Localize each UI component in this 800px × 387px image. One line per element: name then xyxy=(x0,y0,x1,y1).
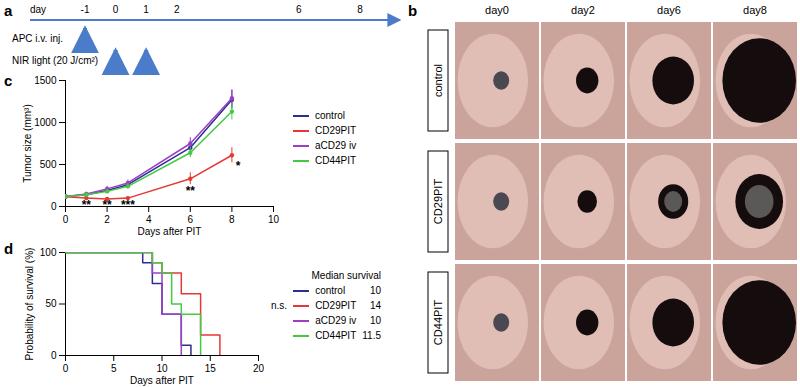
svg-text:control: control xyxy=(432,64,444,97)
html-text:CD44PIT: CD44PIT xyxy=(315,330,357,341)
svg-text:Probability of survival (%): Probability of survival (%) xyxy=(24,248,35,361)
svg-text:day0: day0 xyxy=(485,4,509,16)
svg-text:2: 2 xyxy=(174,4,180,15)
svg-text:*: * xyxy=(236,159,241,173)
svg-text:-1: -1 xyxy=(81,4,90,15)
html-text:control: control xyxy=(315,285,346,296)
svg-text:500: 500 xyxy=(40,159,57,170)
svg-text:6: 6 xyxy=(188,214,194,225)
svg-text:100: 100 xyxy=(40,247,57,258)
html-text:10: 10 xyxy=(369,285,381,296)
svg-text:0: 0 xyxy=(113,4,119,15)
svg-text:day: day xyxy=(30,4,46,15)
svg-text:***: *** xyxy=(121,198,135,212)
svg-text:**: ** xyxy=(102,198,112,212)
svg-text:day8: day8 xyxy=(743,4,767,16)
svg-text:Tumor size (mm³): Tumor size (mm³) xyxy=(22,104,33,183)
html-text:c: c xyxy=(4,72,13,89)
svg-text:day6: day6 xyxy=(657,4,681,16)
svg-text:0: 0 xyxy=(51,350,57,361)
svg-text:0: 0 xyxy=(63,363,69,374)
html-text:aCD29 iv: aCD29 iv xyxy=(315,140,357,151)
svg-text:0: 0 xyxy=(63,214,69,225)
svg-text:5: 5 xyxy=(111,363,117,374)
html-text:aCD29 iv: aCD29 iv xyxy=(315,315,357,326)
svg-text:CD44PIT: CD44PIT xyxy=(432,300,444,346)
html-text:11.5: 11.5 xyxy=(362,330,381,341)
svg-text:20: 20 xyxy=(253,363,265,374)
svg-text:1000: 1000 xyxy=(34,117,57,128)
svg-text:NIR light (20 J/cm²): NIR light (20 J/cm²) xyxy=(12,55,98,66)
svg-text:Days after PIT: Days after PIT xyxy=(130,375,194,386)
svg-text:4: 4 xyxy=(146,214,152,225)
svg-text:15: 15 xyxy=(205,363,217,374)
svg-text:Days after PIT: Days after PIT xyxy=(138,226,202,237)
svg-text:6: 6 xyxy=(296,4,302,15)
html-text:a: a xyxy=(4,2,13,19)
svg-text:50: 50 xyxy=(45,298,57,309)
html-text:b: b xyxy=(408,2,418,19)
svg-text:CD29PIT: CD29PIT xyxy=(432,179,444,225)
svg-text:APC i.v. inj.: APC i.v. inj. xyxy=(12,33,63,44)
svg-text:**: ** xyxy=(82,198,92,212)
svg-text:10: 10 xyxy=(156,363,168,374)
svg-text:8: 8 xyxy=(357,4,363,15)
svg-text:day2: day2 xyxy=(571,4,595,16)
html-text:control: control xyxy=(315,110,345,121)
svg-text:0: 0 xyxy=(51,201,57,212)
html-text:n.s.: n.s. xyxy=(271,300,288,311)
svg-text:8: 8 xyxy=(229,214,235,225)
html-text:CD29PIT: CD29PIT xyxy=(315,300,357,311)
html-text:CD29PIT: CD29PIT xyxy=(315,125,357,136)
svg-text:10: 10 xyxy=(268,214,280,225)
html-text:Median survival: Median survival xyxy=(311,270,381,281)
svg-text:2: 2 xyxy=(104,214,110,225)
svg-text:1500: 1500 xyxy=(34,75,57,86)
html-text:14: 14 xyxy=(369,300,381,311)
html-text:CD44PIT: CD44PIT xyxy=(315,155,357,166)
html-text:d: d xyxy=(4,240,14,257)
svg-text:**: ** xyxy=(186,184,196,198)
html-text:10: 10 xyxy=(369,315,381,326)
svg-text:1: 1 xyxy=(143,4,149,15)
